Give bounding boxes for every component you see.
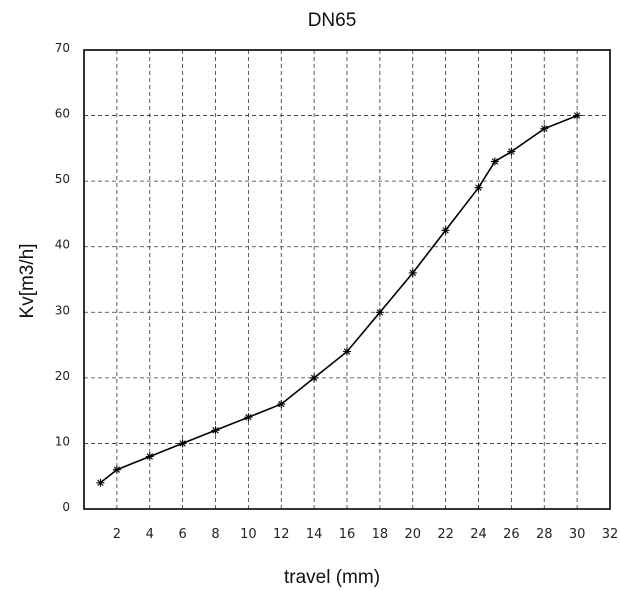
x-tick-label: 10 xyxy=(240,527,257,542)
plot-frame xyxy=(83,49,611,510)
data-point xyxy=(343,347,351,356)
y-tick-label: 50 xyxy=(55,172,70,186)
data-point xyxy=(277,400,286,409)
y-tick-label: 20 xyxy=(55,369,70,383)
x-tick-label: 16 xyxy=(339,527,356,542)
y-tick-label: 40 xyxy=(55,238,70,252)
data-point xyxy=(310,373,319,382)
data-point xyxy=(441,226,450,235)
data-point xyxy=(474,183,483,192)
data-point xyxy=(507,147,516,156)
y-tick-label: 70 xyxy=(55,41,70,55)
x-tick-label: 24 xyxy=(470,527,487,542)
data-point xyxy=(211,426,220,435)
x-tick-label: 20 xyxy=(404,527,421,542)
data-point xyxy=(573,111,582,120)
data-point xyxy=(244,413,253,422)
y-axis-ticks: 0 10 20 30 40 50 60 70 xyxy=(55,41,70,514)
x-tick-label: 12 xyxy=(273,527,290,542)
x-tick-label: 28 xyxy=(536,527,553,542)
x-tick-label: 2 xyxy=(113,527,121,542)
x-tick-label: 30 xyxy=(569,527,586,542)
y-axis-label: Kv[m3/h] xyxy=(17,244,38,319)
chart-title: DN65 xyxy=(308,10,357,31)
data-point xyxy=(540,124,549,133)
y-tick-label: 0 xyxy=(62,500,70,514)
y-tick-label: 60 xyxy=(55,107,70,121)
x-axis-label: travel (mm) xyxy=(284,567,380,588)
x-tick-label: 4 xyxy=(146,527,154,542)
x-tick-label: 22 xyxy=(437,527,454,542)
data-point xyxy=(375,308,384,317)
series-line xyxy=(99,114,578,484)
data-point xyxy=(490,157,499,166)
x-axis-ticks: 2 4 6 8 10 12 14 16 18 20 22 24 26 28 30 32 xyxy=(113,527,619,542)
y-tick-label: 30 xyxy=(55,303,70,317)
x-tick-label: 18 xyxy=(372,527,389,542)
series-group xyxy=(96,111,582,487)
y-tick-label: 10 xyxy=(55,434,70,448)
data-point xyxy=(178,439,187,448)
x-tick-label: 14 xyxy=(306,527,323,542)
data-point xyxy=(408,268,417,277)
x-tick-label: 6 xyxy=(178,527,186,542)
grid xyxy=(84,50,610,509)
x-tick-label: 26 xyxy=(503,527,520,542)
x-tick-label: 32 xyxy=(602,527,619,542)
data-point xyxy=(145,452,154,461)
data-point xyxy=(112,465,121,474)
data-point xyxy=(96,478,105,487)
x-tick-label: 8 xyxy=(211,527,219,542)
